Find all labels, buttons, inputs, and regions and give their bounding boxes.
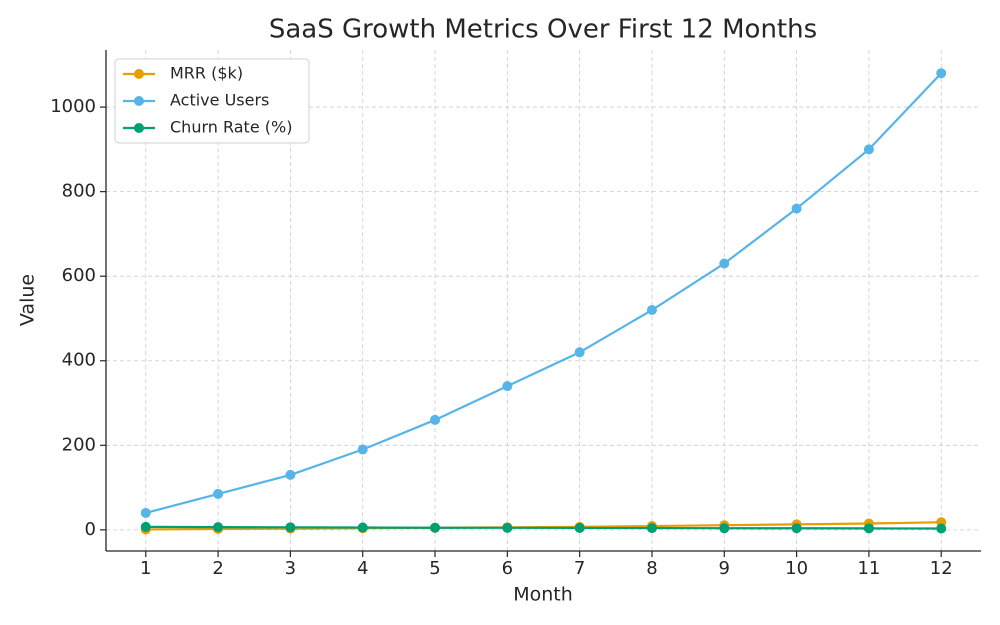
series [140, 517, 947, 535]
data-point [574, 347, 585, 358]
legend: MRR ($k) Active Users Churn Rate (%) [114, 58, 310, 144]
data-point [140, 507, 151, 518]
data-point [213, 488, 224, 499]
data-point [936, 68, 947, 79]
data-point [357, 522, 368, 533]
legend-marker [134, 123, 144, 133]
data-point [574, 522, 585, 533]
legend-label: Churn Rate (%) [170, 118, 292, 137]
y-axis-label: Value [17, 274, 39, 326]
data-point [791, 203, 802, 214]
x-tick-label: 7 [574, 558, 585, 579]
y-tick-label: 800 [62, 181, 96, 202]
data-point [646, 523, 657, 534]
data-point [719, 258, 730, 269]
data-point [791, 523, 802, 534]
data-point [502, 522, 513, 533]
x-tick-label: 3 [285, 558, 296, 579]
data-point [863, 523, 874, 534]
series-line [145, 525, 942, 530]
data-point [285, 522, 296, 533]
x-tick-label: 11 [857, 558, 880, 579]
series [140, 521, 947, 534]
grid [106, 50, 981, 551]
x-axis-label: Month [513, 584, 573, 606]
legend-box [114, 58, 310, 144]
series [140, 68, 947, 518]
y-tick-label: 1000 [50, 96, 96, 117]
data-point [646, 305, 657, 316]
data-point [140, 521, 151, 532]
legend-label: Active Users [170, 91, 269, 110]
legend-label: MRR ($k) [170, 64, 243, 83]
x-tick-label: 8 [646, 558, 657, 579]
data-point [357, 444, 368, 455]
data-point [430, 414, 441, 425]
x-tick-label: 6 [502, 558, 513, 579]
y-tick-label: 0 [85, 519, 96, 540]
data-point [863, 144, 874, 155]
series-line [145, 72, 943, 515]
y-tick-label: 600 [62, 265, 96, 286]
legend-marker [134, 96, 144, 106]
data-point [719, 523, 730, 534]
y-tick-label: 400 [62, 350, 96, 371]
x-tick-label: 9 [719, 558, 730, 579]
legend-marker [134, 69, 144, 79]
data-point [936, 523, 947, 534]
data-point [285, 469, 296, 480]
x-tick-label: 10 [785, 558, 808, 579]
chart-title: SaaS Growth Metrics Over First 12 Months [269, 15, 817, 45]
x-tick-label: 1 [140, 558, 151, 579]
x-tick-label: 4 [357, 558, 368, 579]
y-tick-label: 200 [62, 434, 96, 455]
data-point [430, 522, 441, 533]
x-tick-label: 5 [429, 558, 440, 579]
data-point [502, 381, 513, 392]
data-point [213, 522, 224, 533]
x-tick-label: 2 [212, 558, 223, 579]
x-tick-label: 12 [930, 558, 953, 579]
